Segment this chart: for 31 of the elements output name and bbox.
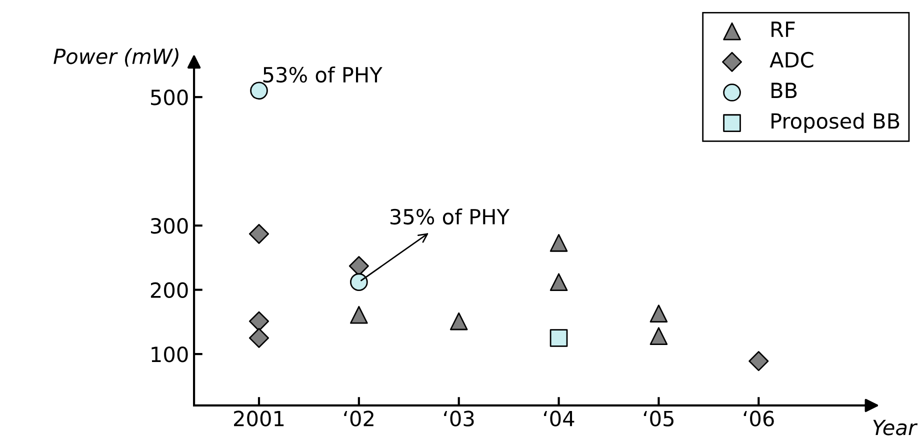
- legend-label: RF: [772, 22, 795, 37]
- point: [248, 328, 270, 348]
- point: [248, 311, 270, 332]
- y-axis-title: Power (mW): [54, 48, 178, 67]
- x-tick-label: ‘06: [744, 410, 774, 426]
- point: [248, 224, 270, 244]
- y-tick-label: 500: [151, 90, 188, 106]
- annotation: 53% of PHY: [263, 66, 382, 83]
- x-tick-label: 2001: [234, 410, 284, 426]
- x-tick-label: ‘03: [444, 410, 474, 426]
- x-tick-label: ‘04: [544, 410, 574, 426]
- point: [650, 304, 668, 322]
- point: [350, 306, 368, 324]
- y-tick-label: 300: [151, 218, 188, 234]
- y-tick-label: 100: [152, 346, 188, 362]
- y-tick-label: 200: [150, 282, 188, 298]
- point: [748, 351, 769, 372]
- point: [350, 273, 368, 292]
- point: [450, 312, 468, 330]
- legend-label: ADC: [770, 52, 814, 68]
- x-tick-label: ‘02: [344, 410, 374, 426]
- point: [250, 82, 268, 100]
- annotation: 35% of PHY: [390, 208, 510, 225]
- x-tick-label: ‘05: [644, 410, 674, 426]
- point: [550, 329, 568, 347]
- legend-label: BB: [772, 82, 797, 98]
- x-axis-title: Year: [873, 420, 918, 436]
- point: [550, 273, 568, 292]
- point: [650, 327, 668, 345]
- point: [550, 234, 568, 252]
- legend-label: Proposed BB: [772, 112, 900, 133]
